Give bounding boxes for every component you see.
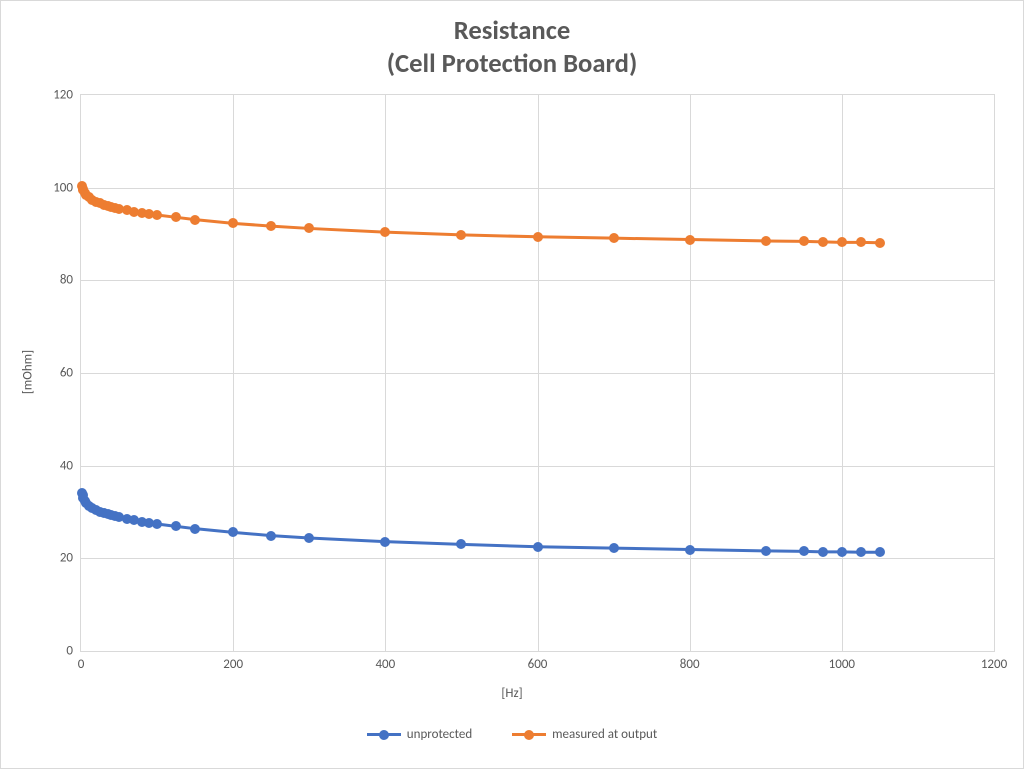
legend-item: measured at output [512, 727, 657, 742]
y-tick-label: 60 [60, 366, 73, 381]
data-marker [190, 215, 200, 225]
chart-title-block: Resistance (Cell Protection Board) [1, 15, 1023, 82]
plot-area: 020406080100120020040060080010001200 [80, 94, 995, 652]
data-marker [856, 547, 866, 557]
data-marker [799, 546, 809, 556]
data-marker [456, 230, 466, 240]
data-marker [837, 547, 847, 557]
gridline-vertical [538, 95, 539, 651]
x-axis-title: [Hz] [501, 686, 522, 701]
data-marker [171, 521, 181, 531]
x-tick-label: 200 [223, 657, 243, 672]
x-tick-label: 1000 [829, 657, 855, 672]
gridline-vertical [842, 95, 843, 651]
data-marker [799, 236, 809, 246]
data-marker [228, 218, 238, 228]
data-marker [380, 537, 390, 547]
chart-title-line1: Resistance [1, 15, 1023, 48]
gridline-vertical [690, 95, 691, 651]
legend: unprotected measured at output [1, 727, 1023, 742]
gridline-vertical [385, 95, 386, 651]
data-marker [875, 238, 885, 248]
data-marker [761, 546, 771, 556]
data-marker [266, 531, 276, 541]
x-tick-label: 1200 [981, 657, 1007, 672]
legend-item: unprotected [367, 727, 472, 742]
data-marker [190, 524, 200, 534]
data-marker [837, 237, 847, 247]
series-line-measured-at-output [82, 186, 880, 243]
data-marker [609, 233, 619, 243]
data-marker [380, 227, 390, 237]
data-marker [533, 232, 543, 242]
gridline-vertical [233, 95, 234, 651]
x-tick-label: 800 [680, 657, 700, 672]
data-marker [818, 237, 828, 247]
data-marker [304, 533, 314, 543]
legend-swatch [512, 728, 546, 742]
data-marker [875, 547, 885, 557]
data-marker [533, 542, 543, 552]
data-marker [856, 237, 866, 247]
data-marker [609, 543, 619, 553]
data-marker [152, 210, 162, 220]
data-marker [685, 235, 695, 245]
chart-title-line2: (Cell Protection Board) [1, 48, 1023, 81]
y-axis-title: [mOhm] [21, 350, 36, 394]
series-line-unprotected [82, 493, 880, 553]
data-marker [228, 527, 238, 537]
y-tick-label: 80 [60, 273, 73, 288]
legend-label: unprotected [407, 727, 472, 742]
x-tick-label: 0 [78, 657, 85, 672]
chart-frame: Resistance (Cell Protection Board) 02040… [0, 0, 1024, 769]
data-marker [304, 223, 314, 233]
x-tick-label: 400 [375, 657, 395, 672]
data-marker [761, 236, 771, 246]
y-tick-label: 120 [53, 88, 73, 103]
y-tick-label: 40 [60, 458, 73, 473]
data-marker [152, 519, 162, 529]
data-marker [818, 547, 828, 557]
x-tick-label: 600 [528, 657, 548, 672]
data-marker [685, 545, 695, 555]
legend-label: measured at output [552, 727, 657, 742]
y-tick-label: 0 [66, 644, 73, 659]
data-marker [456, 539, 466, 549]
y-tick-label: 100 [53, 180, 73, 195]
legend-swatch [367, 728, 401, 742]
data-marker [266, 221, 276, 231]
data-marker [171, 212, 181, 222]
y-tick-label: 20 [60, 551, 73, 566]
